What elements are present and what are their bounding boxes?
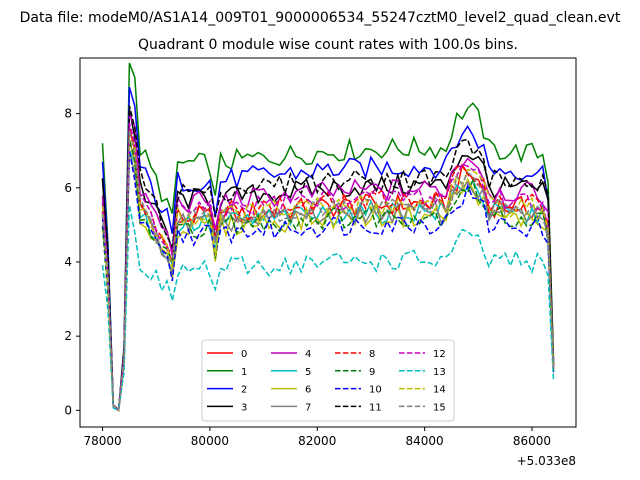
legend-label-12: 12: [433, 349, 446, 360]
x-tick-label: 80000: [191, 434, 229, 448]
chart-title: Quadrant 0 module wise count rates with …: [138, 37, 518, 53]
legend-label-0: 0: [241, 349, 247, 360]
series-line-11: [101, 105, 555, 412]
legend-label-13: 13: [433, 367, 446, 378]
legend-label-14: 14: [433, 385, 446, 396]
legend-label-8: 8: [369, 349, 375, 360]
legend-label-7: 7: [305, 402, 311, 413]
y-tick-label: 4: [64, 255, 72, 269]
series-line-1: [101, 62, 555, 412]
legend-label-3: 3: [241, 402, 247, 413]
series-line-2: [101, 86, 555, 412]
series-line-3: [101, 109, 555, 412]
series-line-14: [101, 135, 555, 412]
legend-label-6: 6: [305, 385, 311, 396]
series-line-13: [101, 205, 555, 412]
x-tick-label: 86000: [513, 434, 551, 448]
legend-label-9: 9: [369, 367, 375, 378]
y-tick-label: 8: [64, 107, 72, 121]
legend-label-15: 15: [433, 402, 446, 413]
y-axis: 0 2 4 6 8: [64, 107, 80, 417]
figure-suptitle: Data file: modeM0/AS1A14_009T01_90000065…: [20, 10, 621, 26]
legend-label-4: 4: [305, 349, 311, 360]
y-tick-label: 0: [64, 403, 72, 417]
legend-label-10: 10: [369, 385, 382, 396]
series-line-15: [101, 129, 555, 412]
x-tick-label: 78000: [83, 434, 121, 448]
x-axis-offset-label: +5.033e8: [517, 454, 576, 468]
series-line-10: [101, 150, 555, 412]
legend-label-2: 2: [241, 385, 247, 396]
series-layer: [101, 62, 555, 412]
legend-label-11: 11: [369, 402, 382, 413]
legend-label-5: 5: [305, 367, 311, 378]
series-line-12: [101, 122, 555, 412]
legend-label-1: 1: [241, 367, 247, 378]
y-tick-label: 6: [64, 181, 72, 195]
x-tick-label: 82000: [298, 434, 336, 448]
y-tick-label: 2: [64, 329, 72, 343]
x-tick-label: 84000: [406, 434, 444, 448]
legend-box: [201, 339, 455, 422]
plot-frame: [79, 57, 577, 428]
series-line-9: [101, 140, 555, 412]
x-axis: 78000 80000 82000 84000 86000: [83, 427, 551, 448]
